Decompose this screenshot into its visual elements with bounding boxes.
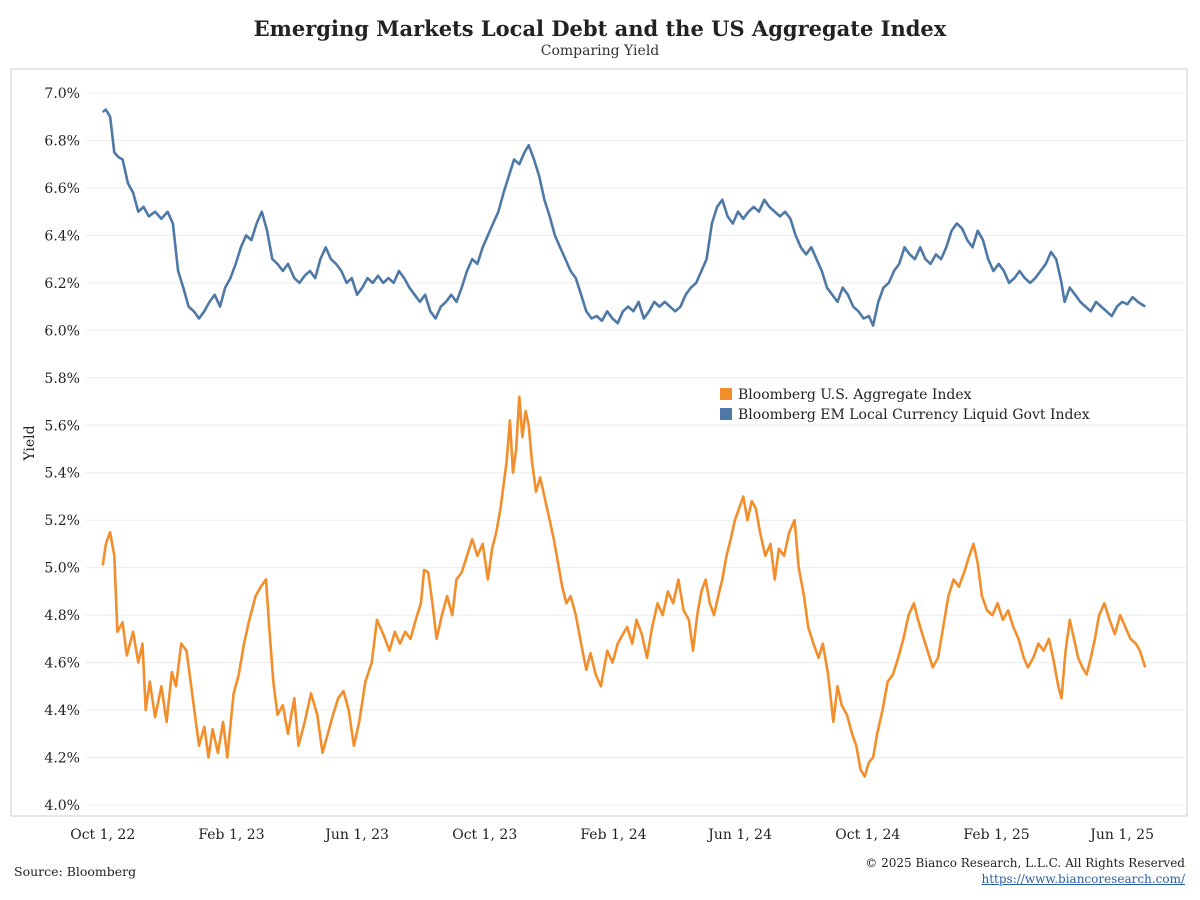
y-tick-label: 6.4%: [44, 228, 80, 244]
y-tick-label: 5.4%: [44, 466, 80, 482]
copyright-note: © 2025 Bianco Research, L.L.C. All Right…: [865, 856, 1185, 870]
x-tick-label: Feb 1, 24: [580, 827, 646, 843]
website-link[interactable]: https://www.biancoresearch.com/: [981, 872, 1185, 886]
legend-label: Bloomberg EM Local Currency Liquid Govt …: [738, 407, 1090, 423]
y-tick-label: 5.6%: [44, 418, 80, 434]
y-axis-ticks: 4.0% 4.2% 4.4% 4.6% 4.8% 5.0% 5.2% 5.4% 5.6% 5.8%…: [44, 86, 80, 814]
legend-label: Bloomberg U.S. Aggregate Index: [738, 387, 972, 403]
x-tick-label: Oct 1, 24: [835, 827, 900, 843]
y-tick-label: 4.2%: [44, 751, 80, 767]
y-tick-label: 5.0%: [44, 561, 80, 577]
legend-swatch: [720, 388, 732, 400]
x-tick-label: Jun 1, 23: [323, 827, 389, 843]
y-tick-label: 7.0%: [44, 86, 80, 102]
y-axis-label: Yield: [22, 425, 38, 461]
y-tick-label: 4.8%: [44, 608, 80, 624]
plot-frame: [10, 68, 1188, 817]
chart-subtitle: Comparing Yield: [540, 43, 660, 59]
y-tick-label: 6.0%: [44, 323, 80, 339]
y-tick-label: 4.4%: [44, 703, 80, 719]
y-tick-label: 4.0%: [44, 798, 80, 814]
x-axis-ticks: Oct 1, 22 Feb 1, 23 Jun 1, 23 Oct 1, 23 Feb …: [70, 827, 1154, 843]
x-tick-label: Jun 1, 25: [1088, 827, 1154, 843]
y-tick-label: 6.8%: [44, 133, 80, 149]
chart-title: Emerging Markets Local Debt and the US A…: [253, 16, 947, 41]
legend-swatch: [720, 408, 732, 420]
source-note: Source: Bloomberg: [14, 864, 137, 879]
x-tick-label: Feb 1, 25: [963, 827, 1029, 843]
y-tick-label: 5.2%: [44, 513, 80, 529]
y-tick-label: 6.2%: [44, 276, 80, 292]
x-tick-label: Oct 1, 23: [452, 827, 517, 843]
y-tick-label: 6.6%: [44, 181, 80, 197]
legend: Bloomberg U.S. Aggregate Index Bloomberg …: [720, 387, 1090, 423]
series-lines: [101, 108, 1147, 778]
y-tick-label: 5.8%: [44, 371, 80, 387]
x-tick-label: Oct 1, 22: [70, 827, 135, 843]
x-tick-label: Jun 1, 24: [706, 827, 772, 843]
grid: [86, 92, 1186, 806]
series-line-1: [101, 108, 1146, 327]
y-tick-label: 4.6%: [44, 656, 80, 672]
x-tick-label: Feb 1, 23: [198, 827, 264, 843]
series-line-0: [101, 395, 1147, 778]
